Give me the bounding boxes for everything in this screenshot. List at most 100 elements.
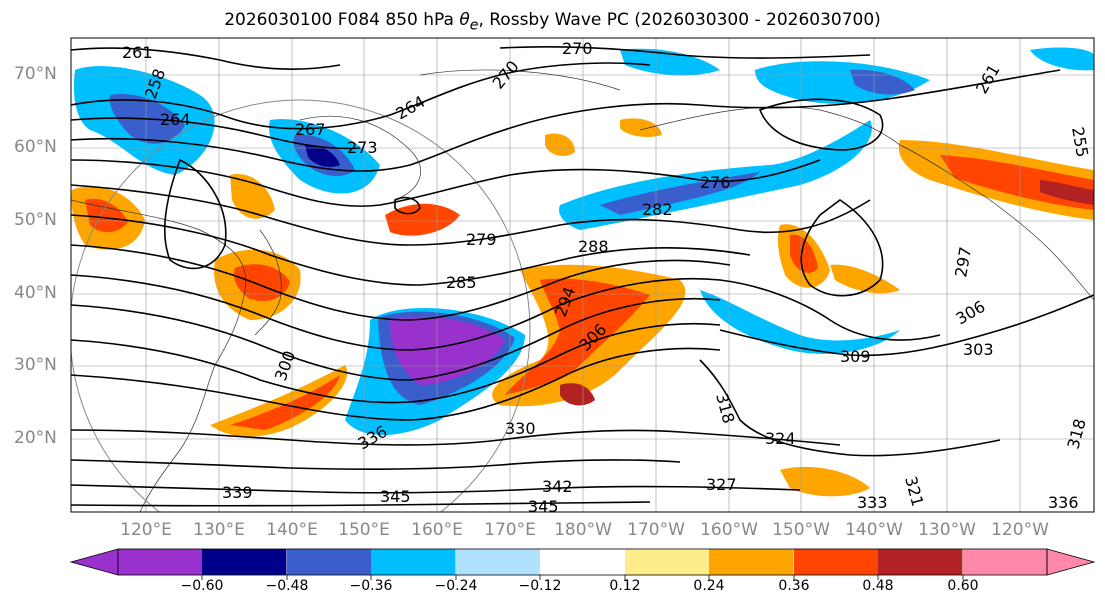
contour-264: [71, 62, 651, 130]
lat-label-20n: 20°N: [14, 428, 57, 448]
contour-282: [71, 214, 751, 286]
chart-title: 2026030100 F084 850 hPa θe, Rossby Wave …: [0, 10, 1105, 33]
colorbar-tick-label: 0.48: [862, 578, 894, 594]
map-content: 261 258 264 267 273 270 270 264 279 282 …: [71, 38, 1094, 516]
contour-300: [71, 322, 721, 404]
contour-label: 330: [505, 419, 536, 438]
map-frame: [70, 37, 1095, 513]
lon-label-140w: 140°W: [845, 520, 903, 540]
lat-label-60n: 60°N: [14, 137, 57, 157]
contour-261: [71, 47, 341, 70]
colorbar: [69, 548, 1096, 580]
contour-label: 273: [347, 138, 378, 157]
contour-267: [71, 117, 361, 150]
colorbar-tick-label: −0.12: [518, 578, 562, 594]
colorbar-bin: [202, 549, 287, 575]
contour-273: [71, 69, 1061, 172]
contour-label: 282: [642, 200, 673, 219]
contour-276: [71, 159, 821, 207]
neg-region-npac-core: [600, 172, 760, 215]
contour-label: 285: [446, 273, 477, 292]
neg-region-ne: [1030, 47, 1094, 71]
lon-label-160e: 160°E: [411, 520, 463, 540]
contour-nw-trough: [164, 158, 227, 270]
colorbar-ticks: [201, 575, 964, 580]
lat-label-40n: 40°N: [14, 283, 57, 303]
contour-label: 327: [706, 475, 737, 494]
colorbar-bin: [371, 549, 456, 575]
lon-label-140e: 140°E: [266, 520, 318, 540]
lon-label-120e: 120°E: [120, 520, 172, 540]
colorbar-outline: [117, 548, 1048, 576]
coast-japan: [254, 229, 282, 336]
contour-288: [71, 274, 941, 351]
contour-label: 309: [840, 347, 871, 366]
colorbar-tick-label: −0.48: [265, 578, 309, 594]
contour-low-center: [394, 196, 421, 215]
lat-label-50n: 50°N: [14, 210, 57, 230]
lon-label-130e: 130°E: [193, 520, 245, 540]
lon-label-170w: 170°W: [627, 520, 685, 540]
colorbar-extend-low: [69, 548, 119, 576]
pos-region-sw-band: [210, 365, 348, 437]
pos-region-korea: [230, 174, 275, 219]
contour-east-trough: [800, 199, 884, 297]
contour-330: [71, 429, 841, 446]
neg-region-top: [620, 48, 720, 76]
colorbar-tick-label: 0.24: [693, 578, 725, 594]
lon-label-160w: 160°W: [700, 520, 758, 540]
colorbar-bin: [794, 549, 879, 575]
contour-label: 267: [295, 120, 326, 139]
contour-label: 279: [466, 230, 497, 249]
contour-label: 270: [562, 39, 593, 58]
contour-label: 261: [122, 43, 153, 62]
contour-336: [71, 459, 681, 471]
colorbar-bin: [625, 549, 710, 575]
lon-label-130w: 130°W: [918, 520, 976, 540]
contour-label: 264: [160, 110, 191, 129]
lon-label-170e: 170°E: [484, 520, 536, 540]
theta-subscript: e: [469, 17, 479, 34]
pos-region-kurils: [385, 203, 460, 236]
contour-345: [71, 501, 651, 507]
lon-label-150w: 150°W: [772, 520, 830, 540]
pos-region-small-3: [620, 118, 662, 138]
contour-306: [71, 347, 721, 421]
neg-region-east-trough: [700, 290, 900, 354]
pos-region-canada-deep: [1040, 180, 1094, 205]
contour-270: [499, 46, 871, 59]
lat-label-30n: 30°N: [14, 355, 57, 375]
contour-label: 333: [857, 493, 888, 512]
colorbar-bin: [963, 549, 1048, 575]
contour-279: [71, 184, 871, 246]
colorbar-tick-label: −0.60: [180, 578, 224, 594]
colorbar-tick-label: −0.24: [434, 578, 478, 594]
colorbar-bin: [456, 549, 541, 575]
contour-285: [71, 244, 731, 321]
contour-label: 339: [222, 483, 253, 502]
pos-region-subtrop-e: [830, 264, 900, 294]
colorbar-tick-label: 0.60: [947, 578, 979, 594]
lat-label-70n: 70°N: [14, 64, 57, 84]
pos-region-sw-band-core: [230, 375, 340, 430]
colorbar-bin: [118, 549, 203, 575]
lon-label-180w: 180°W: [554, 520, 612, 540]
contour-342: [71, 484, 801, 494]
lon-label-150e: 150°E: [338, 520, 390, 540]
contour-label: 345: [380, 487, 411, 506]
contour-labels: 261 258 264 267 273 270 270 264 279 282 …: [122, 39, 1092, 516]
pos-region-small-2: [545, 133, 575, 156]
great-circle-annotation: [71, 99, 531, 512]
neg-region-pacific-core: [390, 316, 505, 385]
colorbar-bin: [878, 549, 963, 575]
colorbar-tick-label: 0.12: [609, 578, 641, 594]
contour-label: 288: [578, 237, 609, 256]
pos-region-gulf-core: [790, 234, 818, 273]
contour-309: [719, 294, 1094, 357]
contour-label: 303: [963, 340, 994, 359]
contour-label: 345: [528, 497, 559, 516]
grid-lines: [71, 38, 1094, 512]
colorbar-bin: [540, 549, 625, 575]
colorbar-bin: [709, 549, 794, 575]
